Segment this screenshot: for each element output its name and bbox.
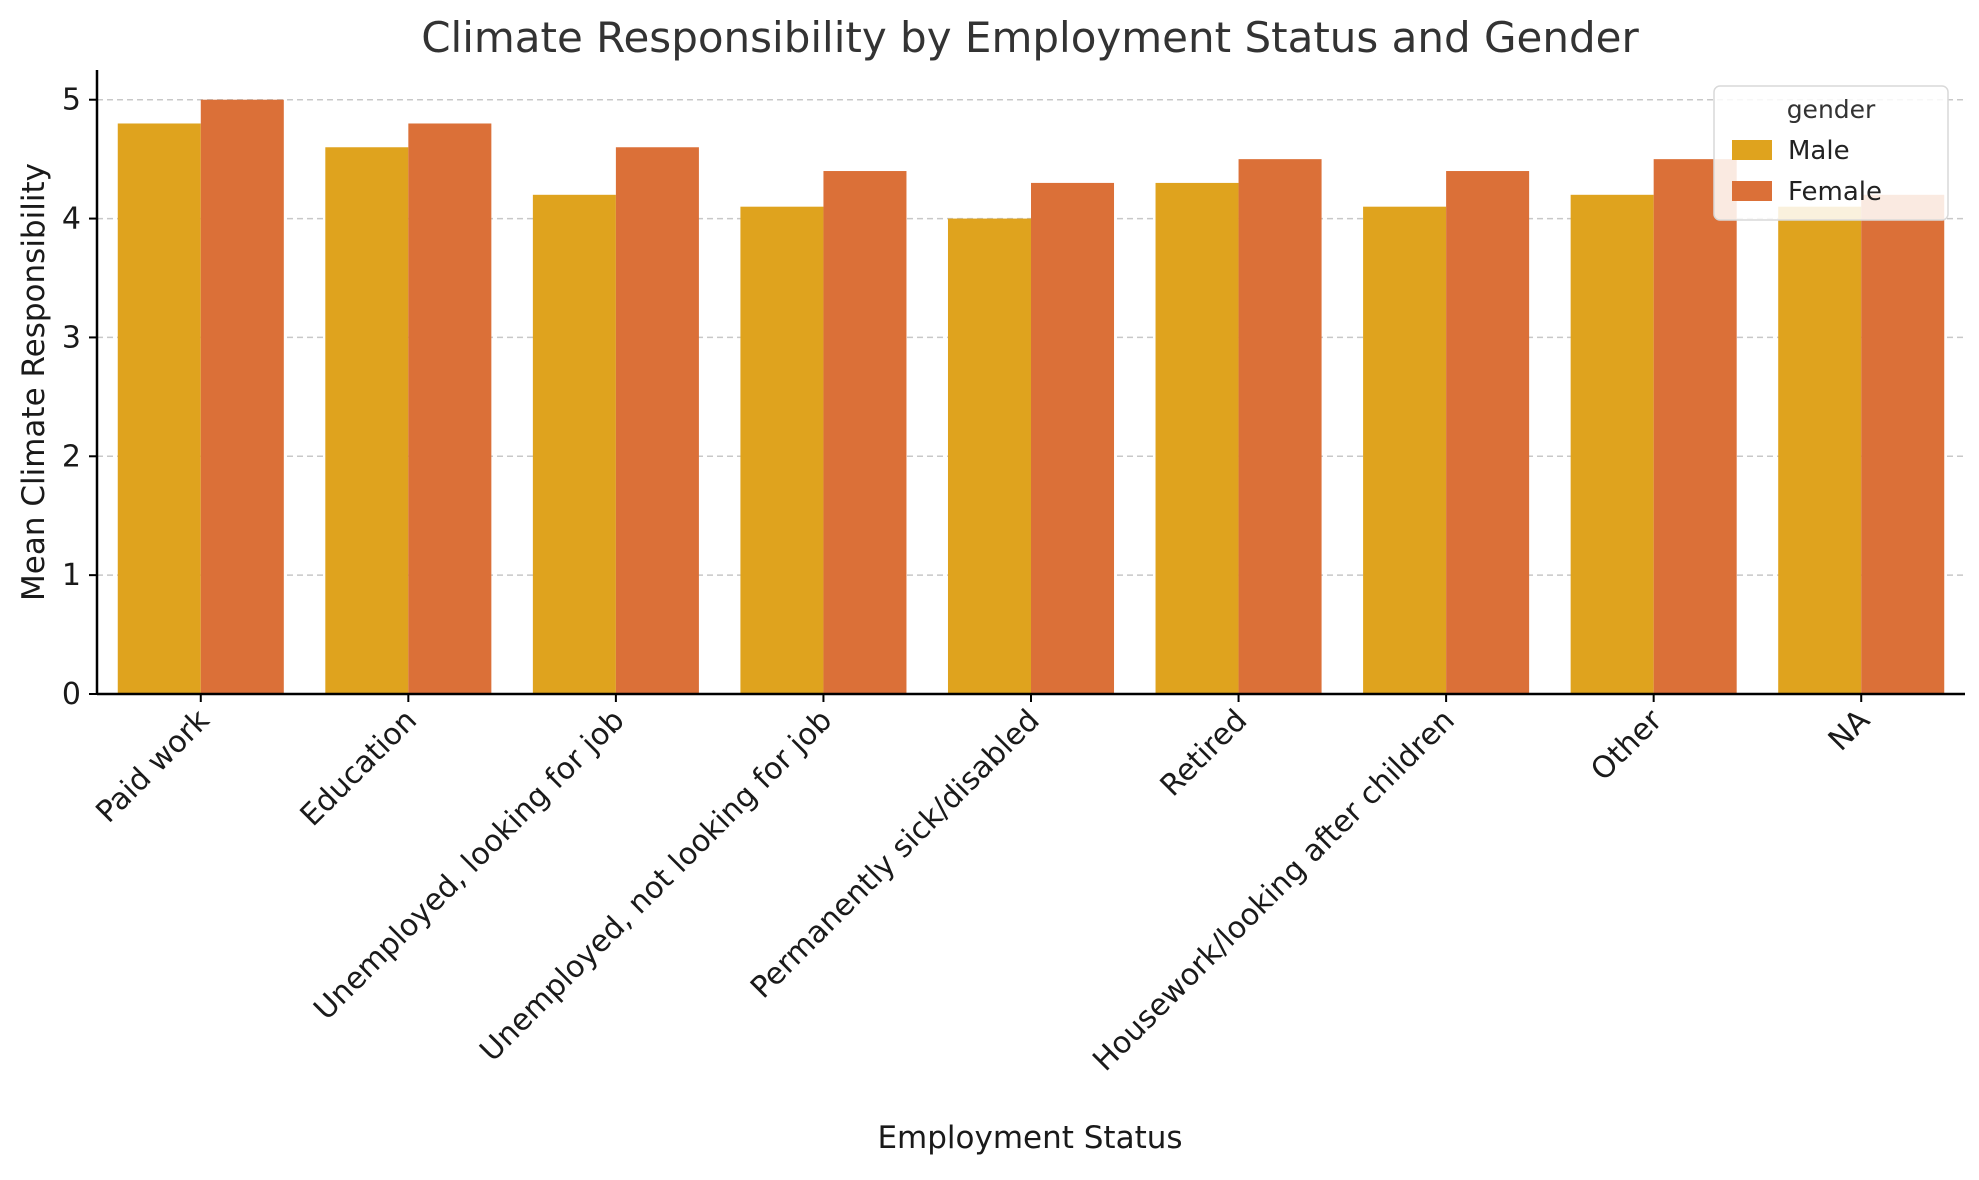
bar-male <box>532 194 616 695</box>
x-tick-label: Paid work <box>89 702 216 829</box>
bar-female <box>1653 159 1737 695</box>
chart-title: Climate Responsibility by Employment Sta… <box>421 13 1639 62</box>
bar-male <box>117 123 201 694</box>
y-axis-label: Mean Climate Responsibility <box>16 163 52 601</box>
bar-male <box>740 206 824 694</box>
legend-label-female: Female <box>1788 177 1882 207</box>
x-tick-label: Housework/looking after children <box>1086 703 1461 1078</box>
bar-male <box>1778 206 1862 694</box>
legend-swatch-female <box>1732 181 1772 201</box>
bar-male <box>947 218 1031 695</box>
y-tick-label: 4 <box>62 202 81 237</box>
x-tick-label: Other <box>1584 702 1669 787</box>
x-tick-label: NA <box>1822 703 1877 758</box>
bar-male <box>325 147 409 694</box>
bar-female <box>200 99 284 694</box>
bars <box>117 99 1945 695</box>
y-tick-label: 2 <box>62 439 81 474</box>
bar-female <box>1446 171 1530 694</box>
legend-label-male: Male <box>1788 136 1850 166</box>
y-tick-label: 5 <box>62 83 81 118</box>
x-tick-label: Retired <box>1154 703 1255 804</box>
legend-swatch-male <box>1732 140 1772 160</box>
legend-title: gender <box>1787 95 1876 124</box>
bar-female <box>1031 182 1115 694</box>
x-tick-label: Unemployed, not looking for job <box>473 703 839 1069</box>
bar-female <box>823 171 907 694</box>
bar-female <box>615 147 699 694</box>
bar-female <box>1861 194 1945 695</box>
y-tick-label: 0 <box>62 677 81 712</box>
bar-male <box>1155 182 1239 694</box>
y-tick-label: 1 <box>62 558 81 593</box>
legend-box <box>1713 85 1949 221</box>
x-tick-label: Education <box>294 703 424 833</box>
bar-male <box>1570 194 1654 695</box>
bar-male <box>1363 206 1447 694</box>
bar-female <box>1238 159 1322 695</box>
x-axis-label: Employment Status <box>877 1120 1182 1156</box>
bar-female <box>408 123 492 694</box>
legend: gender Male Female <box>1713 85 1949 221</box>
y-tick-label: 3 <box>62 320 81 355</box>
